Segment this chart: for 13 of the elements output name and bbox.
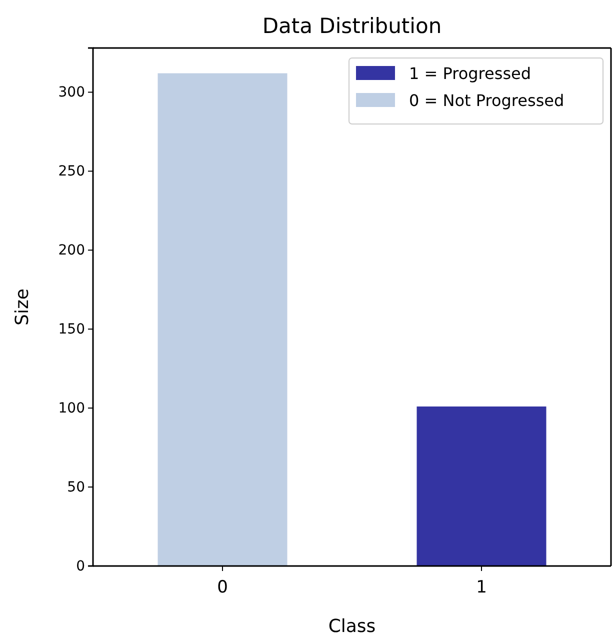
y-axis-title: Size <box>12 288 33 326</box>
y-tick-label: 300 <box>58 84 85 101</box>
y-tick-label: 250 <box>58 164 85 180</box>
y-tick-label: 50 <box>67 480 85 496</box>
y-tick-label: 150 <box>58 322 85 338</box>
y-tick-label: 200 <box>58 242 85 259</box>
x-tick-label: 1 <box>476 578 487 598</box>
y-tick-label: 100 <box>58 400 85 417</box>
x-axis-title: Class <box>328 616 376 635</box>
chart-title: Data Distribution <box>262 14 442 38</box>
legend-label: 1 = Progressed <box>409 64 532 83</box>
legend-label: 0 = Not Progressed <box>409 91 564 110</box>
y-tick-label: 0 <box>76 558 85 574</box>
